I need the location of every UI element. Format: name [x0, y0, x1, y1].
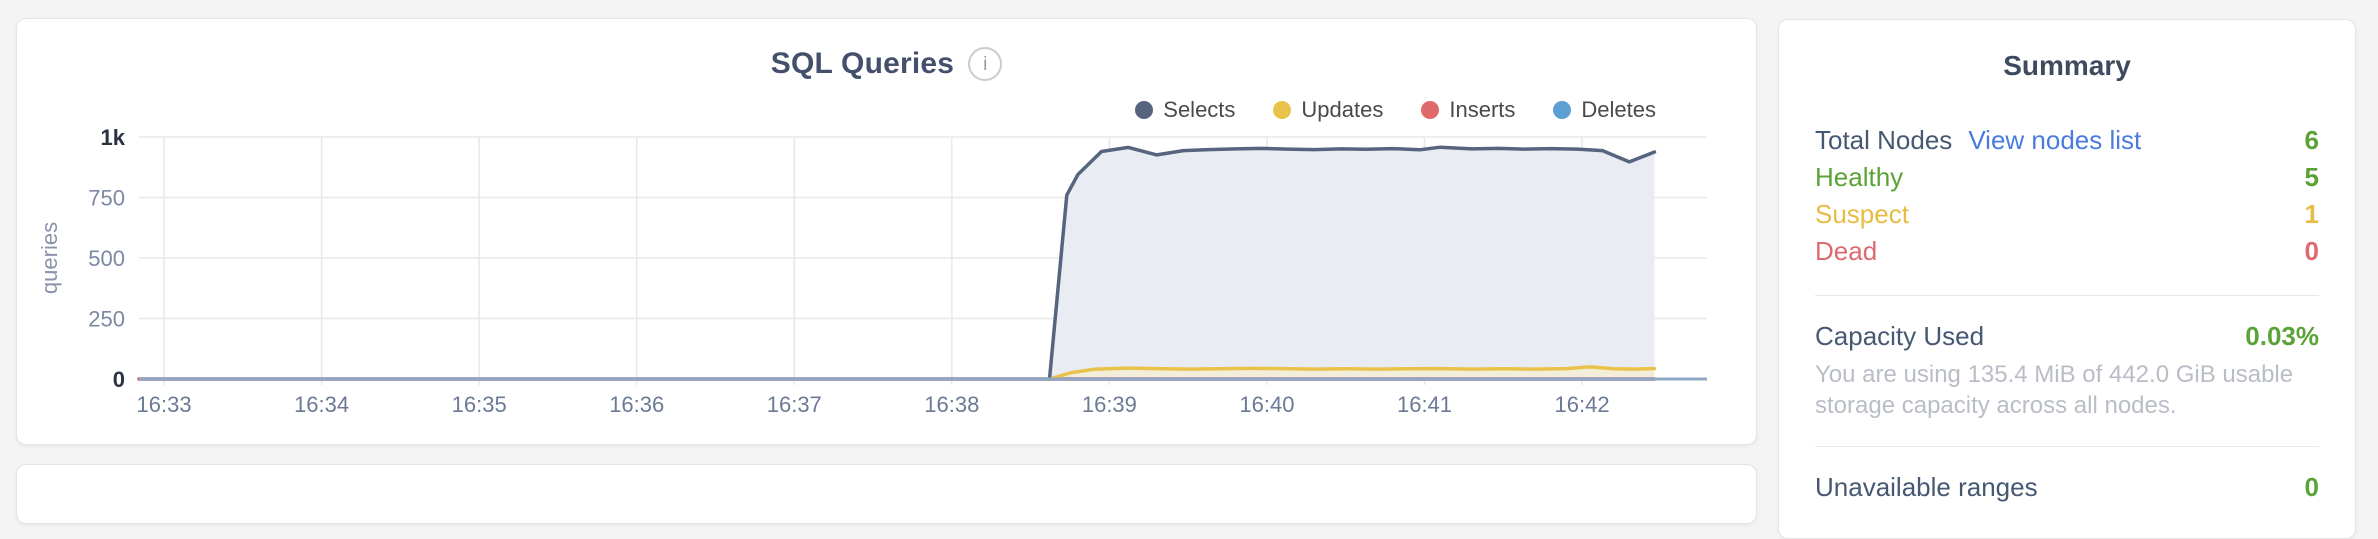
- legend-dot-deletes: [1553, 101, 1572, 119]
- info-icon[interactable]: i: [968, 47, 1003, 81]
- healthy-label: Healthy: [1815, 162, 1904, 192]
- divider: [1815, 446, 2319, 447]
- capacity-used-value: 0.03%: [2245, 321, 2319, 351]
- node-status-rows: Total Nodes View nodes list 6 Healthy 5 …: [1815, 122, 2319, 270]
- x-tick-label: 16:40: [1239, 392, 1294, 417]
- dead-label: Dead: [1815, 236, 1878, 266]
- summary-row-healthy: Healthy 5: [1815, 159, 2319, 196]
- x-tick-label: 16:34: [294, 392, 349, 417]
- view-nodes-list-link[interactable]: View nodes list: [1968, 125, 2142, 155]
- x-tick-label: 16:36: [609, 392, 664, 417]
- legend-item-selects[interactable]: Selects: [1135, 97, 1235, 123]
- legend-label: Selects: [1163, 97, 1236, 122]
- x-tick-label: 16:35: [452, 392, 507, 417]
- y-axis-label: queries: [37, 222, 62, 294]
- chart-legend: Selects Updates Inserts Deletes: [1135, 97, 1656, 123]
- capacity-used-label: Capacity Used: [1815, 321, 1985, 351]
- capacity-row: Capacity Used 0.03%: [1815, 321, 2319, 351]
- dead-value: 0: [2304, 236, 2319, 266]
- suspect-label: Suspect: [1815, 199, 1909, 229]
- series-line-updates: [1047, 365, 1657, 381]
- unavailable-ranges-value: 0: [2304, 472, 2319, 502]
- unavailable-ranges-label: Unavailable ranges: [1815, 472, 2038, 502]
- summary-title: Summary: [2003, 50, 2131, 81]
- summary-row-total-nodes: Total Nodes View nodes list 6: [1815, 122, 2319, 159]
- legend-label: Updates: [1301, 97, 1384, 122]
- x-tick-label: 16:42: [1555, 392, 1610, 417]
- capacity-description: You are using 135.4 MiB of 442.0 GiB usa…: [1815, 361, 2294, 419]
- y-tick-label: 750: [88, 186, 125, 211]
- divider: [1815, 295, 2319, 296]
- capacity-section: Capacity Used 0.03% You are using 135.4 …: [1815, 321, 2319, 421]
- x-tick-label: 16:37: [767, 392, 822, 417]
- legend-item-deletes[interactable]: Deletes: [1553, 97, 1656, 123]
- x-tick-label: 16:38: [924, 392, 979, 417]
- y-tick-label: 500: [88, 246, 125, 271]
- healthy-value: 5: [2304, 162, 2319, 192]
- series-line-selects: [1047, 145, 1657, 381]
- y-tick-label: 0: [113, 367, 125, 392]
- summary-row-dead: Dead 0: [1815, 233, 2319, 270]
- legend-dot-selects: [1135, 101, 1154, 119]
- suspect-value: 1: [2304, 199, 2319, 229]
- y-tick-label: 1k: [101, 125, 126, 150]
- legend-dot-updates: [1273, 101, 1292, 119]
- x-tick-label: 16:41: [1397, 392, 1452, 417]
- series-area-selects: [1049, 147, 1655, 379]
- summary-panel: Summary Total Nodes View nodes list 6 He…: [1778, 19, 2356, 539]
- chart-title: SQL Queries: [770, 47, 955, 80]
- summary-row-suspect: Suspect 1: [1815, 196, 2319, 233]
- legend-item-inserts[interactable]: Inserts: [1421, 97, 1515, 123]
- legend-label: Inserts: [1449, 97, 1516, 122]
- x-tick-label: 16:33: [137, 392, 192, 417]
- sql-queries-panel: 0 250 500 750 1k 16:33 16:34 16:35 16:36 16:37 16:…: [16, 18, 1757, 445]
- total-nodes-label: Total Nodes: [1815, 125, 1953, 155]
- y-tick-label: 250: [88, 307, 125, 332]
- x-tick-label: 16:39: [1082, 392, 1137, 417]
- next-chart-panel: [16, 464, 1757, 524]
- legend-item-updates[interactable]: Updates: [1273, 97, 1383, 123]
- sql-queries-chart[interactable]: 0 250 500 750 1k 16:33 16:34 16:35 16:36 16:37 16:…: [17, 19, 1758, 446]
- legend-dot-inserts: [1421, 101, 1440, 119]
- chart-header: SQL Queries i: [17, 47, 1756, 81]
- unavailable-ranges-row: Unavailable ranges 0: [1815, 472, 2319, 502]
- legend-label: Deletes: [1581, 97, 1656, 122]
- total-nodes-value: 6: [2304, 125, 2319, 155]
